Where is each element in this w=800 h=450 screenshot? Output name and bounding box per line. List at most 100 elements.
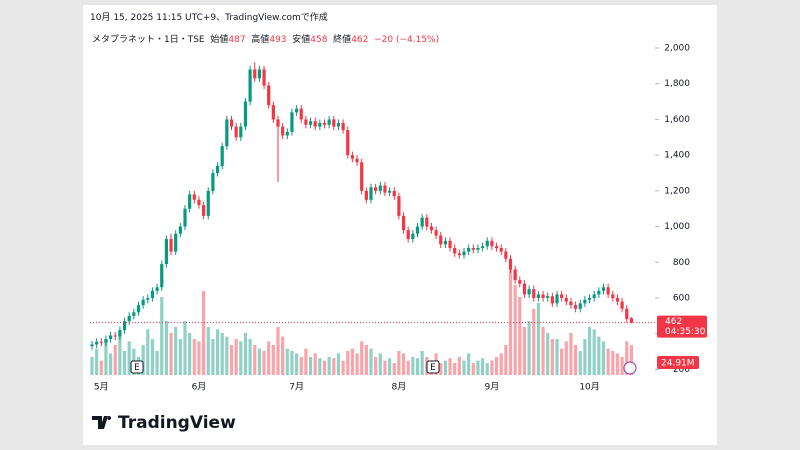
y-tick-label: 200 (673, 365, 690, 375)
candle-body (220, 146, 224, 166)
volume-bar (457, 357, 461, 375)
candle-body (336, 123, 341, 127)
volume-bar (462, 360, 466, 375)
volume-bar (285, 348, 289, 375)
candle-body (304, 119, 308, 125)
volume-bar (202, 291, 206, 375)
volume-bar (99, 360, 103, 375)
volume-bar (453, 363, 457, 375)
candle-body (401, 215, 406, 231)
volume-bar (499, 353, 503, 375)
candle-body (439, 235, 443, 245)
candle-body (536, 294, 540, 298)
volume-bar (388, 358, 392, 375)
volume-bar (197, 341, 201, 375)
volume-bar (592, 329, 596, 375)
volume-bar (281, 336, 285, 375)
volume-bar (327, 357, 331, 375)
candle-body (574, 305, 578, 309)
candle-body (601, 287, 606, 291)
candle-body (490, 240, 494, 247)
candle-body (188, 194, 192, 209)
legend: メタプラネット・1日・TSE 始値487 高値493 安値458 終値462 −… (92, 32, 439, 45)
candle-body (485, 240, 489, 247)
earnings-label: E (430, 363, 436, 373)
candle-body (215, 165, 220, 173)
volume-bar (411, 357, 415, 375)
candle-body (248, 69, 252, 102)
candle-body (513, 269, 517, 281)
candle-body (587, 298, 592, 300)
volume-tag-value: 24.91M (661, 359, 695, 369)
candle-body (550, 296, 554, 304)
candle-body (476, 248, 480, 250)
volume-bar (471, 363, 475, 375)
candle-body (234, 126, 238, 138)
ohlc-label: 始値 (210, 35, 229, 45)
candle-body (99, 341, 103, 343)
x-tick-label: 10月 (579, 382, 599, 393)
volume-bar (95, 348, 99, 375)
candle-body (360, 162, 364, 191)
countdown: 04:35:30 (665, 327, 706, 337)
volume-bar (336, 353, 341, 375)
volume-bar (183, 321, 187, 375)
volume-bar (271, 345, 275, 375)
y-tick-label: 1,400 (664, 151, 690, 161)
candle-body (253, 69, 257, 79)
created-note: 10月 15, 2025 11:15 UTC+9、TradingView.com… (90, 13, 328, 23)
volume-bar (536, 303, 540, 375)
volume-bar (253, 345, 257, 375)
volume-bar (620, 357, 624, 375)
volume-bar (341, 360, 345, 375)
volume-bar (629, 345, 633, 375)
logo-mark (92, 416, 112, 429)
volume-bar (406, 360, 410, 375)
x-tick-label: 7月 (289, 382, 304, 393)
candle-body (313, 121, 317, 127)
volume-bar (378, 353, 382, 375)
volume-bar (146, 329, 150, 375)
candle-body (443, 240, 447, 245)
ohlc-label: 終値 (333, 35, 352, 45)
volume-bar (601, 341, 606, 375)
candle-body (481, 246, 485, 248)
volume-bar (494, 357, 499, 375)
price-tag (657, 315, 707, 338)
candle-body (532, 289, 536, 298)
candle-body (392, 190, 396, 197)
candle-body (494, 246, 499, 248)
volume-bar (188, 333, 192, 375)
candle-body (267, 85, 271, 106)
volume-bar (532, 309, 536, 375)
candle-body (132, 312, 136, 316)
volume-bar (127, 341, 131, 375)
candle-body (239, 126, 243, 138)
volume-bar (211, 339, 215, 375)
y-tick-label: 600 (673, 294, 690, 304)
volume-bar (313, 353, 317, 375)
volume-bar (225, 336, 229, 375)
candle-body (299, 108, 303, 120)
candle-body (271, 105, 275, 120)
volume-bar (448, 358, 452, 375)
volume-bar (513, 285, 517, 375)
candle-body (122, 321, 127, 331)
candle-body (606, 287, 610, 295)
candle-body (448, 240, 452, 248)
volume-bar (392, 363, 396, 375)
y-tick-label: 800 (673, 258, 690, 268)
candle-body (164, 239, 168, 265)
ohlc-value: 493 (269, 35, 287, 45)
volume-bar (229, 345, 234, 375)
candle-body (467, 248, 471, 252)
candle-body (415, 226, 420, 234)
candle-body (141, 299, 145, 306)
volume-bar (606, 348, 610, 375)
candle-body (508, 258, 513, 270)
volume-bar (322, 360, 327, 375)
candle-body (229, 119, 234, 127)
candle-body (597, 290, 601, 295)
